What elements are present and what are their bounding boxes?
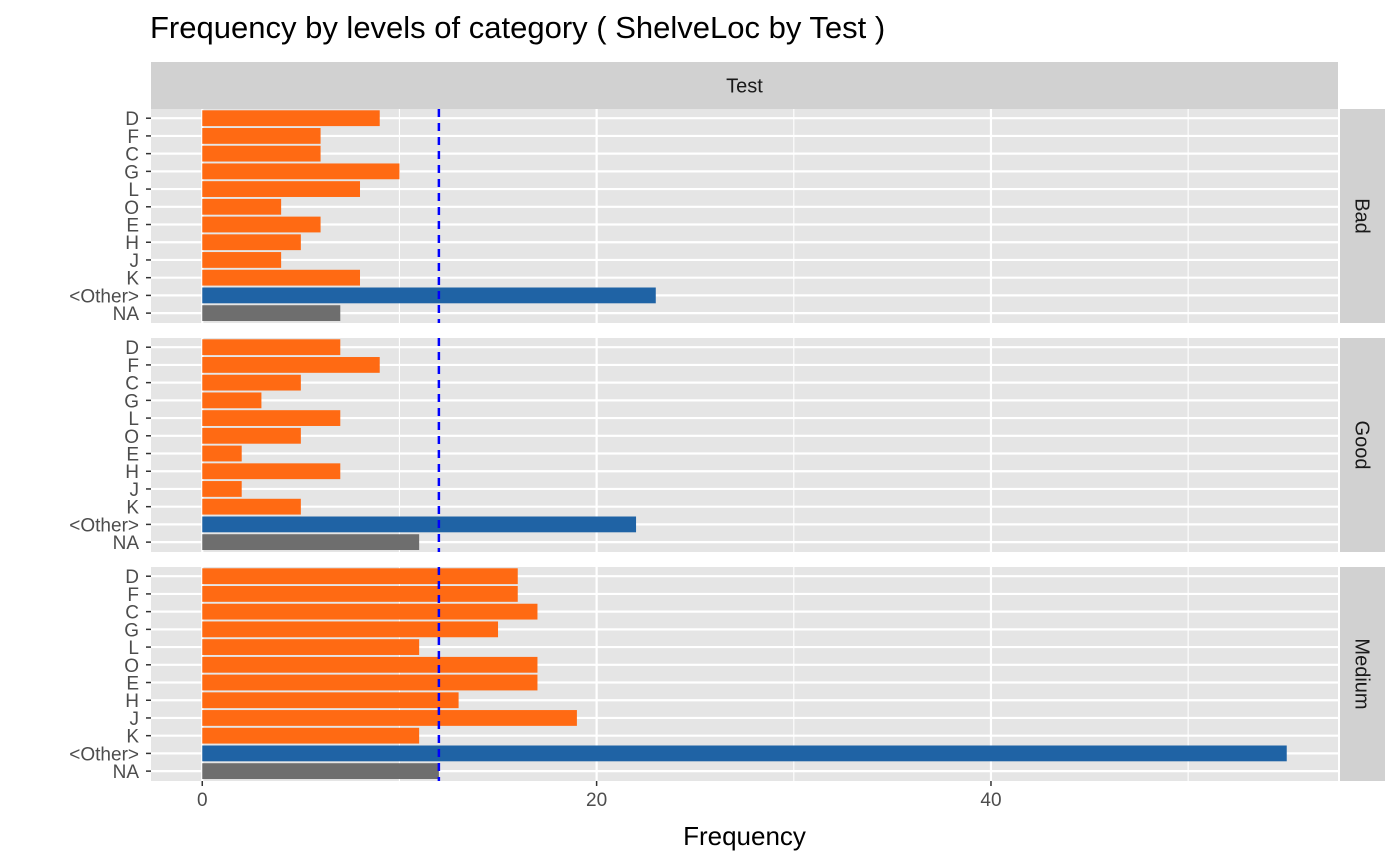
bar-bad-2 bbox=[202, 145, 321, 162]
y-tick-label: <Other> bbox=[69, 744, 139, 765]
y-tick-label: J bbox=[130, 251, 140, 272]
bar-good-11 bbox=[202, 534, 420, 551]
x-tick-label: 40 bbox=[980, 790, 1001, 811]
chart-title: Frequency by levels of category ( Shelve… bbox=[150, 10, 886, 45]
y-tick-label: L bbox=[128, 638, 139, 659]
row-strip-label: Good bbox=[1351, 421, 1373, 470]
y-tick-label: E bbox=[126, 216, 139, 237]
y-tick-label: K bbox=[126, 727, 139, 748]
y-tick-label: O bbox=[124, 656, 139, 677]
y-tick-label: C bbox=[125, 603, 139, 624]
bar-medium-8 bbox=[202, 710, 577, 726]
bars bbox=[202, 110, 1287, 780]
row-strip bbox=[1340, 109, 1385, 323]
bar-good-8 bbox=[202, 481, 242, 497]
panel-background bbox=[151, 109, 1338, 323]
bar-medium-9 bbox=[202, 727, 420, 744]
bar-medium-5 bbox=[202, 656, 538, 673]
bar-medium-2 bbox=[202, 603, 538, 620]
bar-bad-8 bbox=[202, 252, 282, 268]
y-tick-label: D bbox=[125, 338, 139, 359]
bar-medium-7 bbox=[202, 692, 459, 709]
bar-medium-11 bbox=[202, 763, 439, 780]
y-tick-label: NA bbox=[113, 533, 140, 554]
bar-bad-9 bbox=[202, 269, 361, 286]
y-tick-label: F bbox=[127, 127, 139, 148]
y-tick-label: O bbox=[124, 198, 139, 219]
facet-strips: Test Bad Good Medium bbox=[151, 62, 1385, 781]
x-axis-title: Frequency bbox=[683, 821, 806, 851]
row-strip-label: Bad bbox=[1351, 198, 1373, 234]
bar-medium-0 bbox=[202, 568, 518, 585]
y-tick-label: G bbox=[124, 391, 139, 412]
panel-background bbox=[151, 567, 1338, 781]
y-tick-label: <Other> bbox=[69, 515, 139, 536]
row-strip bbox=[1340, 567, 1385, 781]
y-tick-label: D bbox=[125, 109, 139, 130]
y-tick-label: L bbox=[128, 180, 139, 201]
bar-good-5 bbox=[202, 427, 301, 444]
bar-medium-1 bbox=[202, 586, 518, 602]
bar-bad-4 bbox=[202, 181, 361, 197]
column-strip-label: Test bbox=[726, 76, 763, 98]
x-tick-label: 20 bbox=[586, 790, 607, 811]
bar-good-3 bbox=[202, 392, 262, 409]
panel-background bbox=[151, 338, 1338, 552]
row-strip-label: Medium bbox=[1351, 638, 1373, 709]
y-tick-label: L bbox=[128, 409, 139, 430]
bar-bad-3 bbox=[202, 163, 400, 180]
y-tick-label: K bbox=[126, 498, 139, 519]
y-tick-label: E bbox=[126, 445, 139, 466]
y-tick-label: <Other> bbox=[69, 286, 139, 307]
y-tick-label: H bbox=[125, 462, 139, 483]
bar-good-6 bbox=[202, 445, 242, 462]
bar-bad-7 bbox=[202, 234, 301, 251]
y-tick-label: F bbox=[127, 356, 139, 377]
y-tick-label: F bbox=[127, 585, 139, 606]
bar-bad-5 bbox=[202, 198, 282, 215]
x-axis: 0 20 40 Frequency bbox=[197, 781, 1002, 851]
bar-medium-10 bbox=[202, 745, 1287, 762]
y-tick-label: NA bbox=[113, 304, 140, 325]
y-tick-label: G bbox=[124, 620, 139, 641]
bar-good-0 bbox=[202, 339, 341, 356]
bar-medium-6 bbox=[202, 674, 538, 691]
y-tick-label: J bbox=[130, 709, 140, 730]
y-tick-label: G bbox=[124, 162, 139, 183]
bar-medium-4 bbox=[202, 639, 420, 655]
y-tick-label: H bbox=[125, 233, 139, 254]
bar-bad-6 bbox=[202, 216, 321, 233]
bar-good-9 bbox=[202, 498, 301, 515]
panel-backgrounds bbox=[151, 109, 1338, 781]
y-tick-label: H bbox=[125, 691, 139, 712]
y-tick-label: C bbox=[125, 374, 139, 395]
bar-bad-0 bbox=[202, 110, 380, 127]
y-tick-label: O bbox=[124, 427, 139, 448]
y-tick-label: D bbox=[125, 567, 139, 588]
row-strip bbox=[1340, 338, 1385, 552]
bar-bad-10 bbox=[202, 287, 656, 304]
y-tick-label: C bbox=[125, 145, 139, 166]
bar-medium-3 bbox=[202, 621, 499, 638]
bar-bad-11 bbox=[202, 305, 341, 322]
y-tick-label: K bbox=[126, 269, 139, 290]
y-tick-label: E bbox=[126, 674, 139, 695]
y-tick-label: J bbox=[130, 480, 140, 501]
x-tick-label: 0 bbox=[197, 790, 208, 811]
bar-good-10 bbox=[202, 516, 637, 533]
y-tick-label: NA bbox=[113, 762, 140, 783]
bar-good-4 bbox=[202, 410, 341, 426]
bar-good-2 bbox=[202, 374, 301, 391]
column-strip bbox=[151, 62, 1338, 109]
bar-good-1 bbox=[202, 357, 380, 373]
y-axes: DFCGLOEHJK<Other>NADFCGLOEHJK<Other>NADF… bbox=[69, 109, 151, 783]
bar-good-7 bbox=[202, 463, 341, 480]
bar-bad-1 bbox=[202, 128, 321, 144]
